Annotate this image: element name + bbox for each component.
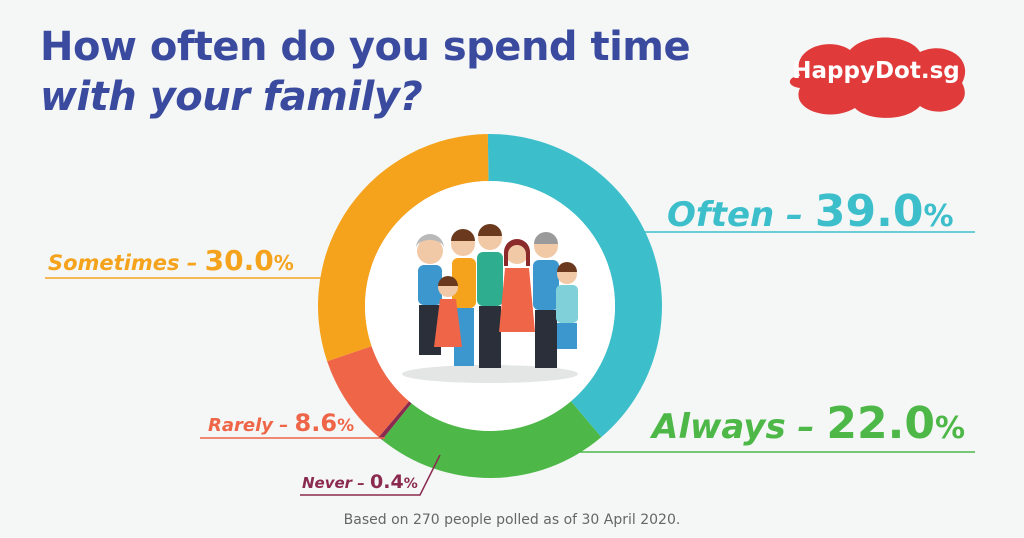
label-sometimes-name: Sometimes bbox=[48, 251, 180, 275]
label-often-value: 39.0 bbox=[814, 186, 924, 237]
label-often-sep: – bbox=[774, 195, 815, 235]
slice-never bbox=[378, 401, 412, 440]
title-line-2: with your family? bbox=[40, 74, 423, 120]
label-never-sep: – bbox=[352, 474, 371, 492]
label-rarely: Rarely – 8.6% bbox=[208, 409, 354, 437]
slice-sometimes bbox=[318, 134, 489, 362]
label-sometimes: Sometimes – 30.0% bbox=[48, 244, 294, 277]
label-always-sep: – bbox=[785, 407, 827, 447]
label-always-value: 22.0 bbox=[826, 398, 935, 449]
slice-often bbox=[487, 134, 662, 438]
slice-rarely bbox=[327, 346, 410, 438]
label-often-name: Often bbox=[667, 195, 775, 235]
slice-always bbox=[382, 401, 602, 478]
label-always: Always – 22.0% bbox=[652, 398, 965, 449]
title-line-1: How often do you spend time bbox=[40, 24, 691, 70]
logo-text: HappyDot.sg bbox=[792, 58, 960, 84]
label-always-name: Always bbox=[652, 407, 786, 447]
label-often-unit: % bbox=[923, 199, 954, 234]
label-rarely-unit: % bbox=[337, 416, 355, 436]
label-never: Never – 0.4% bbox=[302, 471, 418, 493]
leader-line-never bbox=[300, 454, 441, 496]
label-never-name: Never bbox=[302, 474, 353, 492]
label-sometimes-unit: % bbox=[273, 251, 294, 275]
label-never-value: 0.4 bbox=[370, 471, 404, 493]
chart-title: How often do you spend time with your fa… bbox=[40, 22, 691, 122]
happydot-logo bbox=[789, 37, 966, 118]
label-sometimes-sep: – bbox=[179, 251, 205, 275]
family-illustration bbox=[402, 224, 578, 383]
label-sometimes-value: 30.0 bbox=[204, 244, 274, 277]
footnote: Based on 270 people polled as of 30 Apri… bbox=[343, 512, 681, 528]
label-rarely-value: 8.6 bbox=[294, 409, 338, 437]
label-rarely-name: Rarely bbox=[208, 415, 273, 436]
label-often: Often – 39.0% bbox=[667, 186, 954, 237]
label-always-unit: % bbox=[934, 411, 965, 446]
label-never-unit: % bbox=[403, 476, 418, 492]
label-rarely-sep: – bbox=[273, 415, 295, 436]
